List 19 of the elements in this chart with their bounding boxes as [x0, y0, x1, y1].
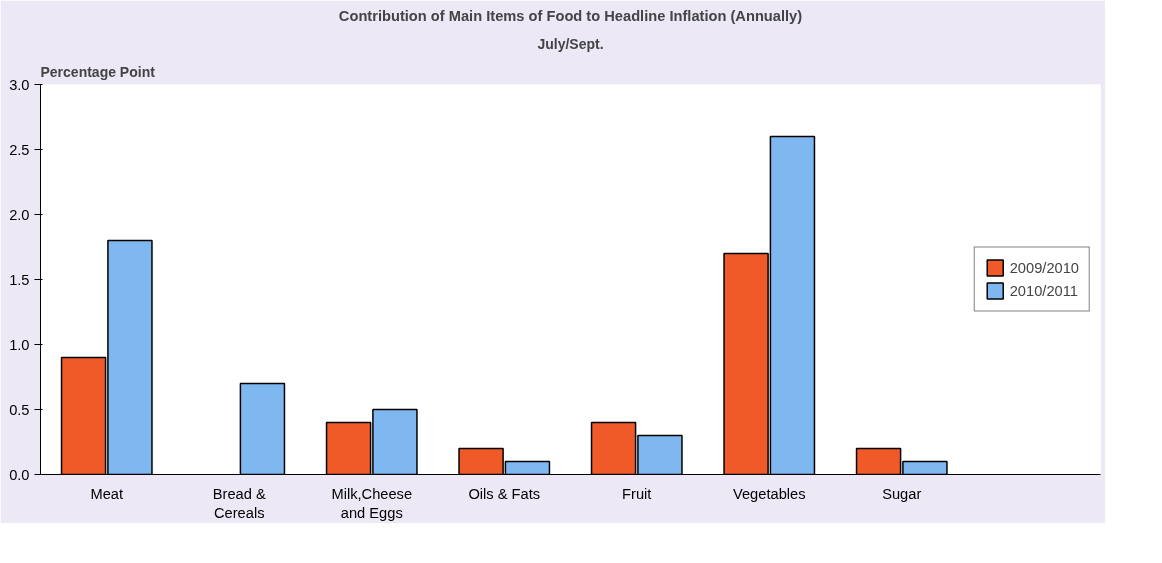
y-tick-label: 2.0 — [9, 206, 30, 223]
y-tick-label: 3.0 — [9, 76, 30, 93]
y-axis-title: Percentage Point — [40, 63, 156, 80]
legend-label: 2009/2010 — [1009, 259, 1079, 276]
x-tick-label: Meat — [90, 485, 124, 502]
chart-subtitle: July/Sept. — [537, 35, 604, 52]
x-tick-label: Bread & Cereals — [212, 485, 266, 521]
y-tick-label: 2.5 — [9, 141, 30, 158]
legend-label: 2010/2011 — [1009, 282, 1078, 299]
y-tick-label: 1.0 — [9, 336, 30, 353]
y-tick-label: 1.5 — [9, 271, 30, 288]
x-tick-label: Oils & Fats — [468, 485, 541, 502]
x-tick-label: Sugar — [882, 485, 922, 502]
x-tick-label: Milk,Cheese and Eggs — [331, 485, 413, 521]
chart-title: Contribution of Main Items of Food to Headline Inflation (Annually) — [338, 7, 803, 24]
x-tick-label: Vegetables — [732, 485, 806, 502]
y-tick-label: 0.5 — [9, 401, 30, 418]
y-tick-label: 0.0 — [9, 466, 30, 483]
x-tick-label: Fruit — [622, 485, 652, 502]
